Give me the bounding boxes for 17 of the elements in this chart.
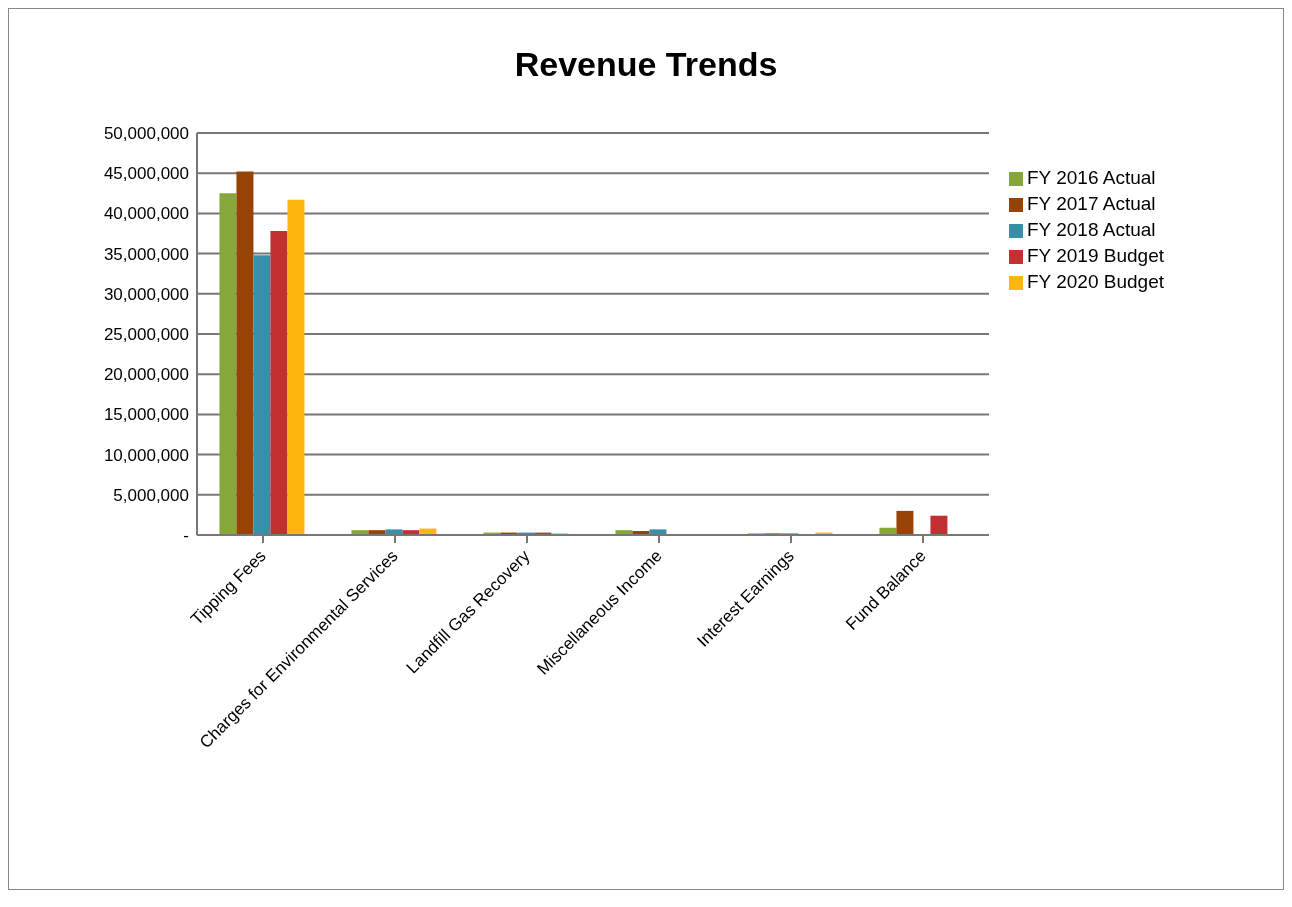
y-tick-label: 10,000,000 xyxy=(103,445,189,465)
legend-label: FY 2018 Actual xyxy=(1027,219,1156,240)
chart-title: Revenue Trends xyxy=(513,44,779,85)
y-tick-label: 20,000,000 xyxy=(103,365,189,385)
legend-label: FY 2019 Budget xyxy=(1027,245,1164,266)
y-tick-label: 40,000,000 xyxy=(103,204,189,224)
y-tick-label: 5,000,000 xyxy=(113,485,189,505)
y-tick-label: 50,000,000 xyxy=(103,124,189,144)
y-tick-label: 25,000,000 xyxy=(103,325,189,345)
y-tick-label: 30,000,000 xyxy=(103,284,189,304)
y-tick-label: - xyxy=(183,526,189,546)
y-tick-label: 35,000,000 xyxy=(103,244,189,264)
legend-label: FY 2020 Budget xyxy=(1027,271,1164,292)
legend-label: FY 2017 Actual xyxy=(1027,193,1156,214)
legend-label: FY 2016 Actual xyxy=(1027,167,1156,188)
y-tick-label: 15,000,000 xyxy=(103,405,189,425)
y-tick-label: 45,000,000 xyxy=(103,164,189,184)
